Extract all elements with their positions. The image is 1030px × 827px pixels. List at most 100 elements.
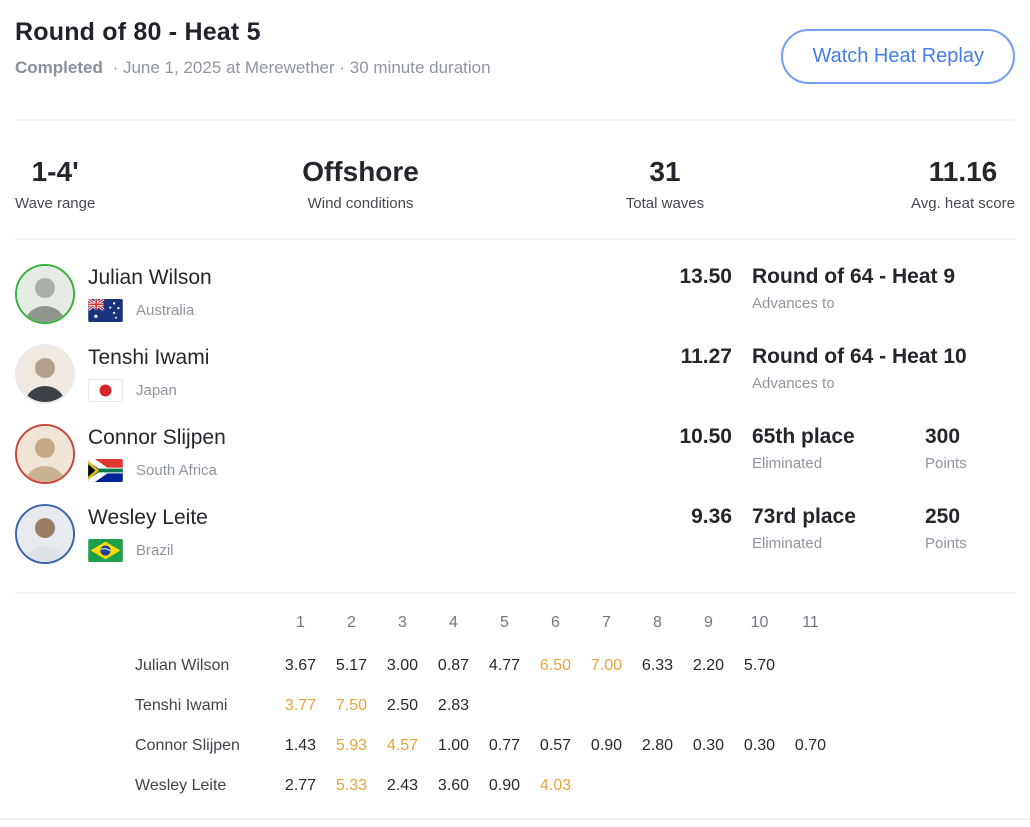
stat-wave-range: 1-4' Wave range (15, 156, 95, 212)
flag-brazil-icon (88, 539, 123, 562)
wave-score: 0.77 (488, 737, 521, 754)
surfer-info: Wesley Leite Brazil (88, 506, 208, 562)
surfer-result-columns: 11.27 Round of 64 - Heat 10 Advances to (642, 334, 1015, 414)
stat-value: 1-4' (31, 156, 79, 187)
result-block: Round of 64 - Heat 9 Advances to (752, 265, 955, 312)
surfer-photo-placeholder (17, 426, 73, 482)
surfer-name: Julian Wilson (88, 266, 212, 289)
heat-subtitle: Completed · June 1, 2025 at Merewether ·… (15, 58, 491, 78)
header-titles: Round of 80 - Heat 5 Completed · June 1,… (15, 18, 491, 78)
wave-column-header: 2 (347, 613, 356, 631)
stat-avg-heat-score: 11.16 Avg. heat score (911, 156, 1015, 212)
wave-column-header: 11 (802, 613, 819, 631)
wave-score: 5.33 (335, 777, 368, 794)
wave-score: 0.30 (692, 737, 725, 754)
header: Round of 80 - Heat 5 Completed · June 1,… (0, 0, 1030, 119)
wave-row-tenshi-iwami: Tenshi Iwami 3.77 7.50 2.50 2.83 (15, 686, 1015, 726)
points-sublabel: Points (925, 535, 967, 552)
surfer-country: South Africa (136, 462, 217, 479)
wave-score: 0.30 (743, 737, 776, 754)
surfer-name: Wesley Leite (88, 506, 208, 529)
heat-total-score: 13.50 (679, 265, 732, 288)
wave-score: 5.17 (335, 657, 368, 674)
wave-row-connor-slijpen: Connor Slijpen 1.43 5.93 4.57 1.00 0.77 … (15, 726, 1015, 766)
points-sublabel: Points (925, 455, 967, 472)
avatar (15, 264, 75, 324)
flag-japan-icon (88, 379, 123, 402)
result-block: 73rd place Eliminated (752, 505, 905, 552)
wave-row-julian-wilson: Julian Wilson 3.67 5.17 3.00 0.87 4.77 6… (15, 646, 1015, 686)
stat-value: 31 (649, 156, 681, 187)
avatar (15, 344, 75, 404)
stat-label: Total waves (625, 195, 705, 212)
wave-score: 3.00 (386, 657, 419, 674)
wave-row-wesley-leite: Wesley Leite 2.77 5.33 2.43 3.60 0.90 4.… (15, 766, 1015, 806)
stat-value: Offshore (302, 156, 419, 187)
stat-label: Wave range (15, 195, 96, 212)
wave-score: 3.60 (437, 777, 470, 794)
bottom-divider (0, 818, 1030, 820)
wave-score: 4.03 (539, 777, 572, 794)
surfer-meta: Japan (88, 379, 209, 402)
surfer-meta: Brazil (88, 539, 208, 562)
points-block (925, 345, 1015, 351)
surfer-meta: South Africa (88, 459, 226, 482)
wave-score: 2.83 (437, 697, 470, 714)
surfer-row-wesley-leite[interactable]: Wesley Leite Brazil 9.36 73rd place Elim… (15, 494, 1015, 574)
wave-row-name: Julian Wilson (135, 657, 230, 674)
surfer-row-tenshi-iwami[interactable]: Tenshi Iwami Japan 11.27 Round of 64 - H… (15, 334, 1015, 414)
result-block: Round of 64 - Heat 10 Advances to (752, 345, 967, 392)
wave-score: 4.77 (488, 657, 521, 674)
wave-column-header: 4 (449, 613, 458, 631)
heat-status: Completed (15, 58, 103, 77)
watch-heat-replay-button[interactable]: Watch Heat Replay (781, 29, 1015, 84)
wave-score: 1.43 (284, 737, 317, 754)
wave-scores-table: 1 2 3 4 5 6 7 8 9 10 11 Julian Wilson 3.… (0, 594, 1030, 806)
points-value: 250 (925, 505, 961, 528)
wave-table-header: 1 2 3 4 5 6 7 8 9 10 11 (15, 604, 1015, 641)
result-block: 65th place Eliminated (752, 425, 905, 472)
heat-stats: 1-4' Wave range Offshore Wind conditions… (0, 121, 1030, 238)
wave-score: 2.20 (692, 657, 725, 674)
wave-score: 5.70 (743, 657, 776, 674)
result-sublabel: Eliminated (752, 535, 823, 552)
wave-score: 7.00 (590, 657, 623, 674)
stat-value: 11.16 (928, 156, 998, 187)
surfer-name: Tenshi Iwami (88, 346, 210, 369)
result-title: 73rd place (752, 505, 856, 528)
surfer-info: Julian Wilson Australia (88, 266, 212, 322)
wave-score: 2.43 (386, 777, 419, 794)
surfer-row-julian-wilson[interactable]: Julian Wilson Australia 13.50 Round of 6… (15, 254, 1015, 334)
wave-column-header: 1 (296, 613, 305, 631)
surfer-result-columns: 9.36 73rd place Eliminated 250 Points (642, 494, 1015, 574)
wave-score: 2.50 (386, 697, 419, 714)
flag-australia-icon (88, 299, 123, 322)
wave-row-name: Wesley Leite (135, 777, 227, 794)
wave-column-header: 9 (704, 613, 713, 631)
heat-total-score: 11.27 (680, 345, 732, 368)
surfer-row-connor-slijpen[interactable]: Connor Slijpen South Africa 10.50 65th p… (15, 414, 1015, 494)
surfer-photo-placeholder (17, 266, 73, 322)
wave-score: 0.57 (539, 737, 572, 754)
surfer-photo-placeholder (17, 346, 73, 402)
wave-column-header: 8 (653, 613, 662, 631)
wave-score: 6.33 (641, 657, 674, 674)
wave-column-header: 10 (750, 613, 769, 631)
page-title: Round of 80 - Heat 5 (15, 18, 261, 46)
wave-score: 0.90 (488, 777, 521, 794)
wave-score: 2.77 (284, 777, 317, 794)
avatar (15, 424, 75, 484)
surfer-meta: Australia (88, 299, 212, 322)
divider (15, 592, 1015, 594)
surfer-country: Japan (136, 382, 177, 399)
stat-label: Wind conditions (307, 195, 414, 212)
result-sublabel: Advances to (752, 295, 835, 312)
surfer-country: Australia (136, 302, 195, 319)
heat-total-score: 9.36 (691, 505, 732, 528)
divider (15, 238, 1015, 240)
flag-south-africa-icon (88, 459, 123, 482)
wave-score: 5.93 (335, 737, 368, 754)
heat-meta: · June 1, 2025 at Merewether · 30 minute… (112, 58, 491, 77)
points-block (925, 265, 1015, 271)
surfer-result-columns: 10.50 65th place Eliminated 300 Points (642, 414, 1015, 494)
